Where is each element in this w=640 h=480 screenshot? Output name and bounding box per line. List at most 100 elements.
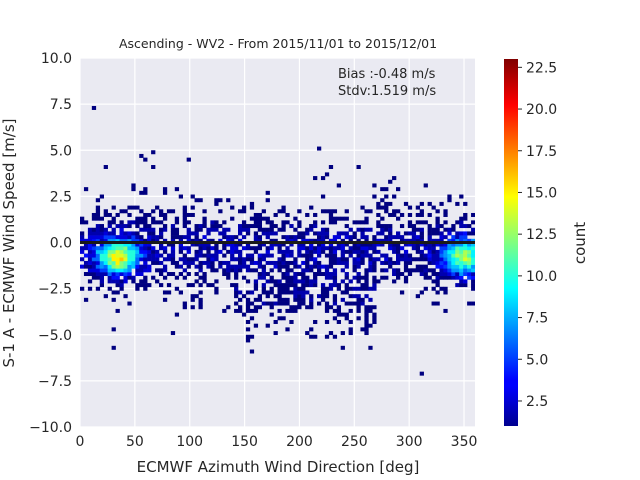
heatmap-cell [214,198,219,203]
heatmap-cell [320,227,326,232]
heatmap-cell [277,316,282,321]
heatmap-cell [356,294,361,299]
heatmap-cell [111,268,116,273]
heatmap-cell [297,290,302,295]
heatmap-cell [356,249,361,254]
heatmap-cell [352,275,357,280]
x-tick-label: 300 [396,434,423,450]
heatmap-cell [234,257,239,262]
heatmap-cell [269,268,274,273]
heatmap-cell [419,231,424,236]
heatmap-cell [159,246,164,251]
heatmap-cell [459,249,464,254]
heatmap-cell [423,246,428,251]
heatmap-cell [459,272,464,277]
heatmap-cell [265,279,270,284]
heatmap-cell [103,238,108,243]
heatmap-cell [415,242,420,247]
heatmap-cell [111,327,116,332]
heatmap-cell [178,242,183,247]
heatmap-cell [451,249,456,254]
heatmap-cell [431,301,436,306]
heatmap-cell [415,227,420,232]
heatmap-cell [265,246,270,251]
heatmap-cell [431,242,436,247]
heatmap-cell [289,308,294,313]
heatmap-cell [210,238,215,243]
heatmap-cell [143,275,148,280]
heatmap-cell [415,264,420,269]
heatmap-cell [230,264,235,269]
heatmap-cell [80,249,85,254]
heatmap-cell [91,264,97,269]
heatmap-cell [87,253,93,258]
colorbar-tick-label: 7.5 [526,311,548,327]
heatmap-cell [384,238,389,243]
heatmap-cell [459,275,464,280]
heatmap-cell [340,279,345,284]
heatmap-cell [135,235,140,240]
heatmap-cell [293,227,298,232]
heatmap-cell [360,297,365,302]
heatmap-cell [230,246,235,251]
heatmap-cell [467,268,472,273]
heatmap-cell [162,238,168,243]
heatmap-cell [269,275,274,280]
heatmap-cell [471,246,475,251]
heatmap-cell [269,312,274,317]
heatmap-cell [431,231,436,236]
heatmap-cell [388,238,393,243]
heatmap-cell [467,249,472,254]
heatmap-cell [332,249,338,254]
heatmap-cell [230,268,235,273]
heatmap-cell [143,246,148,251]
heatmap-cell [372,242,377,247]
heatmap-cell [241,235,247,240]
heatmap-cell [261,216,266,221]
heatmap-cell [328,220,334,225]
heatmap-cell [135,224,140,229]
heatmap-cell [463,279,468,284]
heatmap-cell [143,242,148,247]
heatmap-cell [459,224,464,229]
heatmap-cell [111,257,116,262]
heatmap-cell [107,212,112,217]
heatmap-cell [364,294,369,299]
heatmap-cell [403,257,409,262]
heatmap-cell [309,279,314,284]
heatmap-cell [214,279,219,284]
heatmap-cell [123,242,128,247]
heatmap-cell [372,275,377,280]
y-tick-label: −7.5 [38,374,72,390]
heatmap-cell [403,253,409,258]
x-tick-label: 150 [231,434,258,450]
heatmap-cell [336,183,341,188]
heatmap-cell [119,268,124,273]
heatmap-cell [119,246,124,251]
heatmap-cell [451,264,456,269]
heatmap-cell [324,301,330,306]
heatmap-cell [336,216,341,221]
heatmap-cell [190,294,195,299]
heatmap-cell [313,283,318,288]
heatmap-cell [115,290,120,295]
heatmap-cell [234,249,239,254]
heatmap-cell [340,246,345,251]
heatmap-cell [376,212,381,217]
heatmap-cell [269,227,274,232]
heatmap-cell [403,201,409,206]
heatmap-cell [411,257,417,262]
heatmap-cell [328,242,334,247]
heatmap-cell [372,264,377,269]
heatmap-cell [419,220,424,225]
heatmap-cell [380,227,385,232]
heatmap-cell [170,227,176,232]
heatmap-cell [364,331,369,336]
heatmap-cell [135,238,140,243]
heatmap-cell [340,253,345,258]
heatmap-cell [170,231,176,236]
heatmap-cell [226,249,231,254]
heatmap-cell [344,249,349,254]
heatmap-cell [234,264,239,269]
heatmap-cell [261,227,266,232]
